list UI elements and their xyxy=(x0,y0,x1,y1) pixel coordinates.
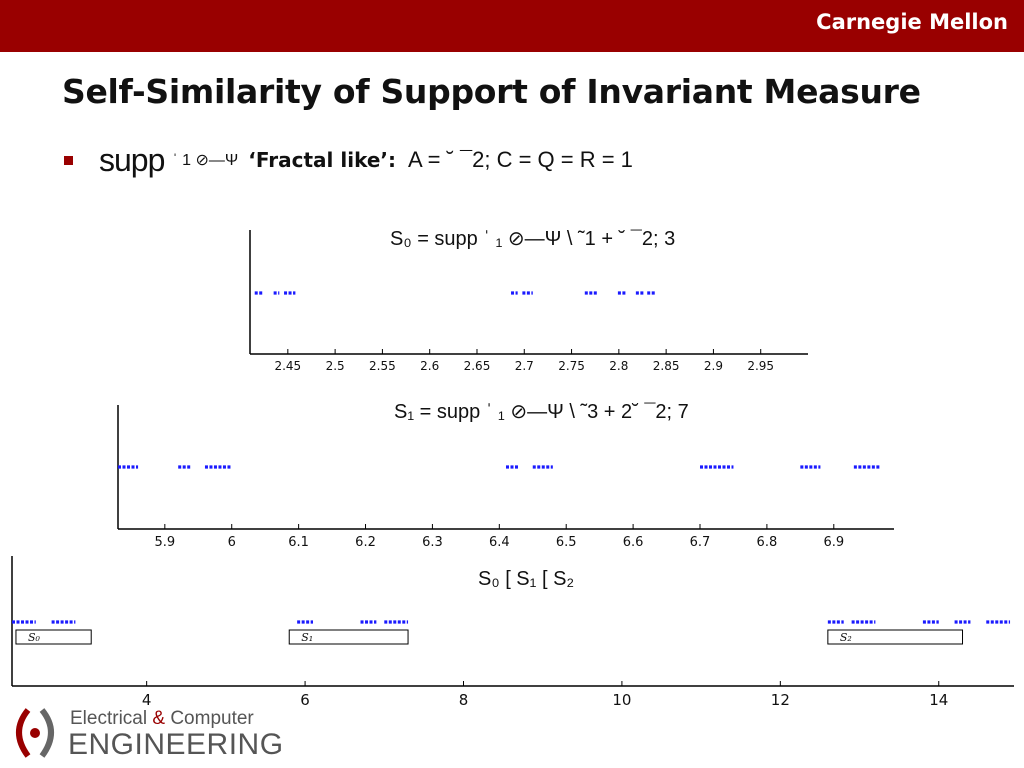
x-tick-label: 2.6 xyxy=(420,359,439,373)
x-tick-label: 2.5 xyxy=(326,359,345,373)
logo-mark-icon xyxy=(16,708,54,758)
x-tick-label: 8 xyxy=(459,691,469,709)
subset-box-label: S₂ xyxy=(840,631,852,644)
x-tick-label: 2.55 xyxy=(369,359,396,373)
x-tick-label: 6.2 xyxy=(355,535,376,550)
x-tick-label: 6 xyxy=(228,535,236,550)
x-tick-label: 10 xyxy=(612,691,631,709)
x-tick-label: 2.8 xyxy=(609,359,628,373)
x-tick-label: 6.1 xyxy=(288,535,309,550)
x-tick-label: 2.75 xyxy=(558,359,585,373)
subset-box-label: S₀ xyxy=(28,631,41,644)
x-tick-label: 6.8 xyxy=(757,535,778,550)
chart-s1: S₁ = supp ˈ ₁ ⊘—Ψ \ ˜3 + 2˘ ¯2; 7 5.9 6 6.… xyxy=(110,395,910,555)
bullet-item: supp ˈ 1 ⊘—Ψ ‘Fractal like’: A = ˘ ¯2; C… xyxy=(64,140,764,180)
x-tick-label: 6.6 xyxy=(623,535,644,550)
x-tick-label: 4 xyxy=(142,691,152,709)
x-tick-label: 2.95 xyxy=(747,359,774,373)
x-tick-label: 12 xyxy=(771,691,790,709)
logo-text-line2: ENGINEERING xyxy=(68,728,284,761)
x-tick-label: 2.65 xyxy=(464,359,491,373)
x-tick-label: 2.7 xyxy=(515,359,534,373)
bullet-marker xyxy=(64,155,73,165)
fractal-like-label: ‘Fractal like’: xyxy=(248,148,396,172)
chart-title: S₀ [ S₁ [ S₂ xyxy=(478,568,575,590)
x-tick-label: 6.5 xyxy=(556,535,577,550)
chart-union-plot: 4 6 8 10 12 14 S₀ S₁ S₂ xyxy=(11,556,1014,709)
x-tick-label: 6.4 xyxy=(489,535,510,550)
equation-supp: supp xyxy=(99,141,165,178)
subset-box xyxy=(827,629,964,645)
x-tick-label: 5.9 xyxy=(154,535,175,550)
ece-logo: Electrical & Computer ENGINEERING xyxy=(6,704,286,762)
chart-title: S₀ = supp ˈ ₁ ⊘—Ψ \ ˜1 + ˘ ¯2; 3 xyxy=(390,228,676,250)
logo-text-line1: Electrical & Computer xyxy=(70,708,254,729)
chart-s1-plot: 5.9 6 6.1 6.2 6.3 6.4 6.5 6.6 6.7 6.8 6.9 xyxy=(117,405,894,550)
subset-box-label: S₁ xyxy=(301,631,313,644)
slide-title: Self-Similarity of Support of Invariant … xyxy=(62,72,921,111)
x-tick-label: 6.3 xyxy=(422,535,443,550)
x-tick-label: 2.45 xyxy=(274,359,301,373)
subset-box xyxy=(288,629,409,645)
equation-params: A = ˘ ¯2; C = Q = R = 1 xyxy=(408,147,633,172)
x-tick-label: 6.9 xyxy=(823,535,844,550)
chart-union: S₀ [ S₁ [ S₂ 4 6 8 10 12 14 S₀ S₁ S₂ xyxy=(0,552,1024,709)
x-tick-label: 2.85 xyxy=(653,359,680,373)
x-tick-label: 6 xyxy=(300,691,310,709)
x-tick-label: 2.9 xyxy=(704,359,723,373)
chart-s0-plot: 2.45 2.5 2.55 2.6 2.65 2.7 2.75 2.8 2.85 2.9 2.95 xyxy=(249,230,808,373)
brand-name: Carnegie Mellon xyxy=(816,10,1008,34)
chart-s0: S₀ = supp ˈ ₁ ⊘—Ψ \ ˜1 + ˘ ¯2; 3 2.45 2.5… xyxy=(240,218,820,373)
x-tick-label: 14 xyxy=(929,691,948,709)
equation-glyph: ˈ 1 ⊘—Ψ xyxy=(172,152,239,169)
x-tick-label: 6.7 xyxy=(690,535,711,550)
top-banner: Carnegie Mellon xyxy=(0,0,1024,52)
subset-box xyxy=(15,629,92,645)
chart-title: S₁ = supp ˈ ₁ ⊘—Ψ \ ˜3 + 2˘ ¯2; 7 xyxy=(394,401,689,423)
